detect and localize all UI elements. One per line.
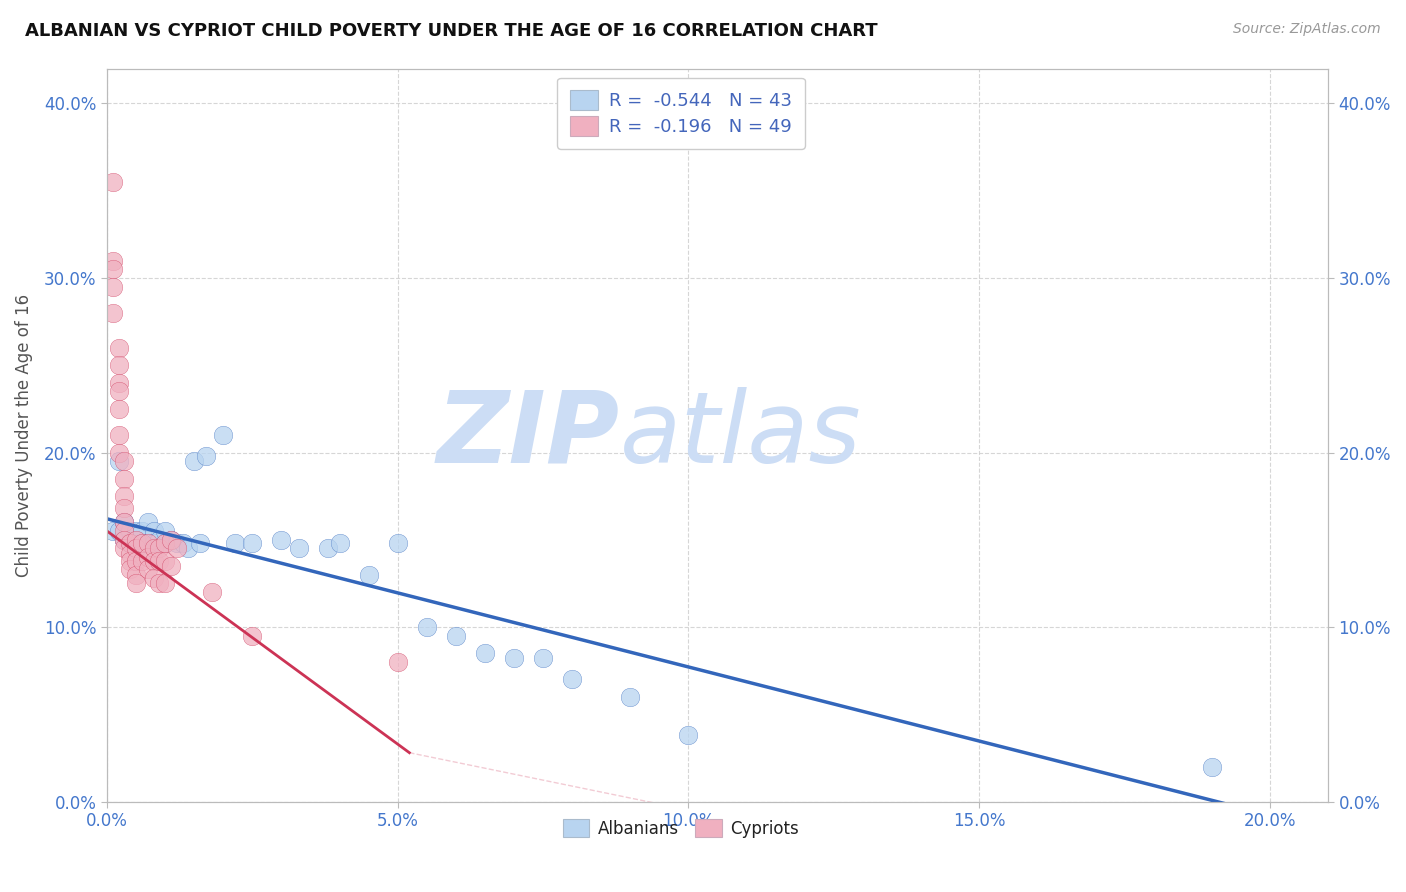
Point: [101, 175, 124, 189]
Point: [114, 516, 136, 530]
Point: [160, 558, 183, 573]
Point: [131, 536, 153, 550]
Point: [142, 571, 165, 585]
Point: [142, 554, 165, 568]
Point: [153, 524, 176, 538]
Point: [101, 279, 124, 293]
Point: [107, 428, 129, 442]
Point: [194, 449, 217, 463]
Point: [678, 728, 700, 742]
Point: [136, 550, 159, 565]
Point: [153, 576, 176, 591]
Point: [242, 536, 264, 550]
Point: [107, 454, 129, 468]
Point: [107, 341, 129, 355]
Point: [125, 541, 148, 556]
Point: [142, 536, 165, 550]
Point: [188, 536, 211, 550]
Point: [531, 651, 554, 665]
Point: [166, 541, 188, 556]
Point: [120, 524, 142, 538]
Point: [131, 554, 153, 568]
Point: [114, 541, 136, 556]
Point: [201, 585, 224, 599]
Point: [131, 524, 153, 538]
Point: [224, 536, 246, 550]
Point: [316, 541, 339, 556]
Point: [107, 358, 129, 372]
Point: [136, 562, 159, 576]
Point: [270, 533, 292, 547]
Point: [212, 428, 235, 442]
Point: [136, 516, 159, 530]
Point: [125, 533, 148, 547]
Point: [357, 567, 380, 582]
Point: [416, 620, 439, 634]
Point: [160, 533, 183, 547]
Point: [172, 536, 194, 550]
Point: [444, 629, 467, 643]
Point: [107, 376, 129, 390]
Point: [503, 651, 526, 665]
Point: [125, 533, 148, 547]
Point: [148, 541, 170, 556]
Point: [153, 536, 176, 550]
Point: [131, 536, 153, 550]
Point: [619, 690, 641, 704]
Text: ALBANIAN VS CYPRIOT CHILD POVERTY UNDER THE AGE OF 16 CORRELATION CHART: ALBANIAN VS CYPRIOT CHILD POVERTY UNDER …: [25, 22, 877, 40]
Y-axis label: Child Poverty Under the Age of 16: Child Poverty Under the Age of 16: [15, 293, 32, 576]
Point: [125, 524, 148, 538]
Point: [101, 306, 124, 320]
Point: [242, 629, 264, 643]
Point: [120, 554, 142, 568]
Point: [474, 646, 496, 660]
Point: [142, 524, 165, 538]
Point: [107, 524, 129, 538]
Point: [329, 536, 352, 550]
Point: [120, 536, 142, 550]
Point: [125, 554, 148, 568]
Text: atlas: atlas: [620, 386, 862, 483]
Point: [101, 253, 124, 268]
Point: [114, 533, 136, 547]
Point: [148, 533, 170, 547]
Point: [125, 567, 148, 582]
Point: [107, 445, 129, 459]
Legend: Albanians, Cypriots: Albanians, Cypriots: [555, 813, 806, 845]
Point: [107, 401, 129, 416]
Point: [387, 536, 409, 550]
Text: Source: ZipAtlas.com: Source: ZipAtlas.com: [1233, 22, 1381, 37]
Point: [166, 536, 188, 550]
Text: ZIP: ZIP: [437, 386, 620, 483]
Point: [107, 384, 129, 399]
Point: [136, 536, 159, 550]
Point: [120, 562, 142, 576]
Point: [101, 262, 124, 277]
Point: [125, 576, 148, 591]
Point: [114, 533, 136, 547]
Point: [101, 524, 124, 538]
Point: [148, 576, 170, 591]
Point: [153, 536, 176, 550]
Point: [136, 536, 159, 550]
Point: [387, 655, 409, 669]
Point: [114, 489, 136, 503]
Point: [183, 454, 205, 468]
Point: [1201, 759, 1223, 773]
Point: [561, 673, 583, 687]
Point: [120, 536, 142, 550]
Point: [114, 524, 136, 538]
Point: [114, 472, 136, 486]
Point: [120, 547, 142, 561]
Point: [148, 554, 170, 568]
Point: [114, 501, 136, 516]
Point: [160, 533, 183, 547]
Point: [142, 541, 165, 556]
Point: [288, 541, 311, 556]
Point: [153, 554, 176, 568]
Point: [177, 541, 200, 556]
Point: [114, 516, 136, 530]
Point: [114, 454, 136, 468]
